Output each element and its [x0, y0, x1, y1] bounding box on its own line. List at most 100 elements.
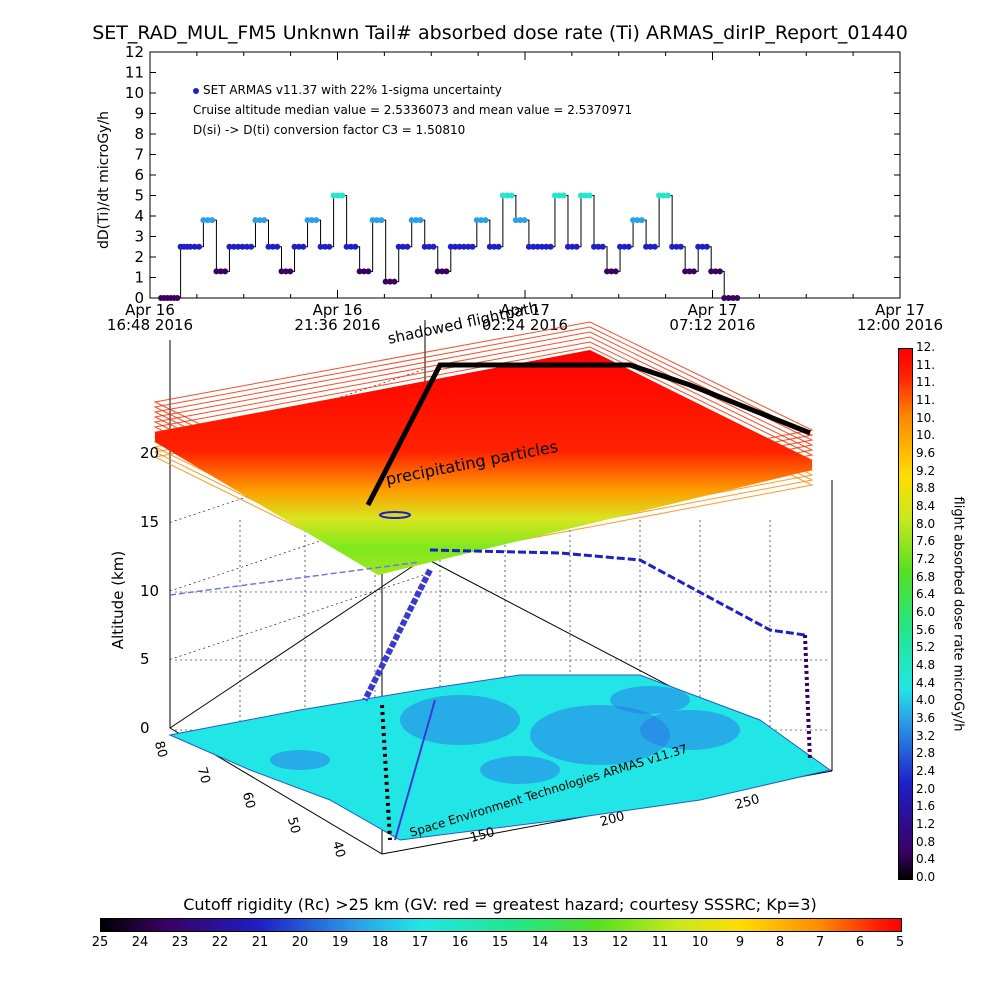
data-point	[413, 217, 420, 224]
cutoff-rigidity-tick-label: 13	[571, 935, 589, 950]
data-point	[226, 243, 233, 250]
data-point	[217, 268, 224, 275]
cutoff-rigidity-tick-label: 7	[815, 935, 825, 950]
data-point	[408, 217, 415, 224]
dose-rate-tick-label: 6.0	[916, 605, 936, 619]
data-point	[204, 217, 211, 224]
y-tick-label: 12	[125, 43, 144, 61]
y-tick-label: 2	[134, 248, 144, 266]
altitude-tick-label: 5	[140, 650, 150, 669]
cutoff-rigidity-tick-label: 17	[411, 935, 429, 950]
data-point	[725, 295, 732, 301]
data-point	[721, 295, 728, 301]
data-point	[191, 243, 198, 250]
data-point	[625, 243, 632, 250]
dose-rate-tick-label: 0.8	[916, 834, 936, 849]
legend-series-entry: SET ARMAS v11.37 with 22% 1-sigma uncert…	[193, 80, 632, 100]
altitude-tick-label: 15	[140, 512, 160, 531]
data-point	[534, 243, 541, 250]
data-point	[174, 295, 181, 301]
data-point	[300, 243, 307, 250]
altitude-tick-label: 0	[140, 719, 150, 737]
legend-series-label: SET ARMAS v11.37 with 22% 1-sigma uncert…	[203, 83, 502, 97]
data-point	[478, 217, 485, 224]
data-point	[200, 217, 207, 224]
data-point	[347, 243, 354, 250]
data-point	[634, 217, 641, 224]
dose-rate-tick-label: 4.0	[916, 693, 936, 708]
cutoff-rigidity-tick-label: 8	[775, 935, 785, 950]
map-region	[400, 695, 520, 745]
data-point	[669, 243, 676, 250]
cutoff-rigidity-tick-label: 20	[291, 935, 309, 950]
dose-rate-plane	[155, 350, 812, 575]
data-point	[426, 243, 433, 250]
data-point	[230, 243, 237, 250]
data-point	[378, 217, 385, 224]
data-point	[452, 243, 459, 250]
map-region	[610, 686, 690, 714]
dose-rate-tick-label: 6.8	[916, 569, 936, 584]
data-point	[248, 243, 255, 250]
dose-rate-tick-label: 7.2	[916, 552, 936, 566]
x-tick-label-date: Apr 17	[875, 301, 925, 319]
data-point	[591, 243, 598, 250]
dose-rate-tick-label: 3.2	[916, 728, 936, 743]
data-point	[617, 243, 624, 250]
data-point	[222, 268, 229, 275]
dose-rate-tick-label: 0.4	[916, 852, 936, 867]
data-point	[460, 243, 467, 250]
map-region	[480, 756, 560, 784]
data-point	[664, 192, 671, 199]
x-tick-label: Apr 16 16:48 2016	[90, 303, 210, 333]
data-point	[343, 243, 350, 250]
data-point	[595, 243, 602, 250]
data-point	[660, 192, 667, 199]
data-point	[265, 243, 272, 250]
dose-rate-tick-label: 9.2	[916, 463, 936, 478]
data-point	[465, 243, 472, 250]
cutoff-rigidity-tick-label: 23	[171, 935, 189, 950]
altitude-axis-label: Altitude (km)	[109, 550, 127, 650]
data-point	[417, 217, 424, 224]
dose-rate-tick-label: 12.	[916, 340, 936, 354]
dose-rate-tick-label: 1.6	[916, 799, 936, 814]
data-point	[521, 217, 528, 224]
data-point	[708, 268, 715, 275]
data-point	[586, 192, 593, 199]
cutoff-rigidity-tick-label: 5	[895, 935, 905, 950]
x-tick-label: Apr 17 02:24 2016	[465, 303, 585, 333]
data-point	[395, 243, 402, 250]
data-point	[287, 268, 294, 275]
data-point	[630, 217, 637, 224]
dose-rate-tick-label: 8.4	[916, 499, 936, 513]
dose-rate-tick-label: 2.8	[916, 746, 936, 761]
y-tick-label: 6	[134, 166, 144, 184]
data-point	[656, 192, 663, 199]
data-point	[599, 243, 606, 250]
data-point	[612, 268, 619, 275]
legend: SET ARMAS v11.37 with 22% 1-sigma uncert…	[193, 80, 632, 140]
map-region	[640, 710, 740, 750]
data-point	[261, 217, 268, 224]
data-point	[608, 268, 615, 275]
cutoff-rigidity-tick-label: 10	[691, 935, 709, 950]
data-point	[430, 243, 437, 250]
x-tick-label-time: 02:24 2016	[481, 316, 569, 334]
data-point	[577, 192, 584, 199]
data-point	[491, 243, 498, 250]
legend-median-mean: Cruise altitude median value = 2.5336073…	[193, 103, 633, 117]
data-point	[443, 268, 450, 275]
data-point	[282, 268, 289, 275]
data-point	[530, 243, 537, 250]
data-point	[699, 243, 706, 250]
dose-rate-tick-label: 7.6	[916, 534, 936, 549]
x-tick-label-time: 12:00 2016	[856, 316, 944, 334]
data-point	[187, 243, 194, 250]
flightpath-cruise	[429, 548, 806, 637]
dose-rate-colorbar-label: flight absorbed dose rate microGy/h	[950, 496, 966, 732]
cutoff-rigidity-tick-label: 16	[451, 935, 469, 950]
data-point	[456, 243, 463, 250]
data-point	[508, 192, 515, 199]
data-point	[291, 243, 298, 250]
